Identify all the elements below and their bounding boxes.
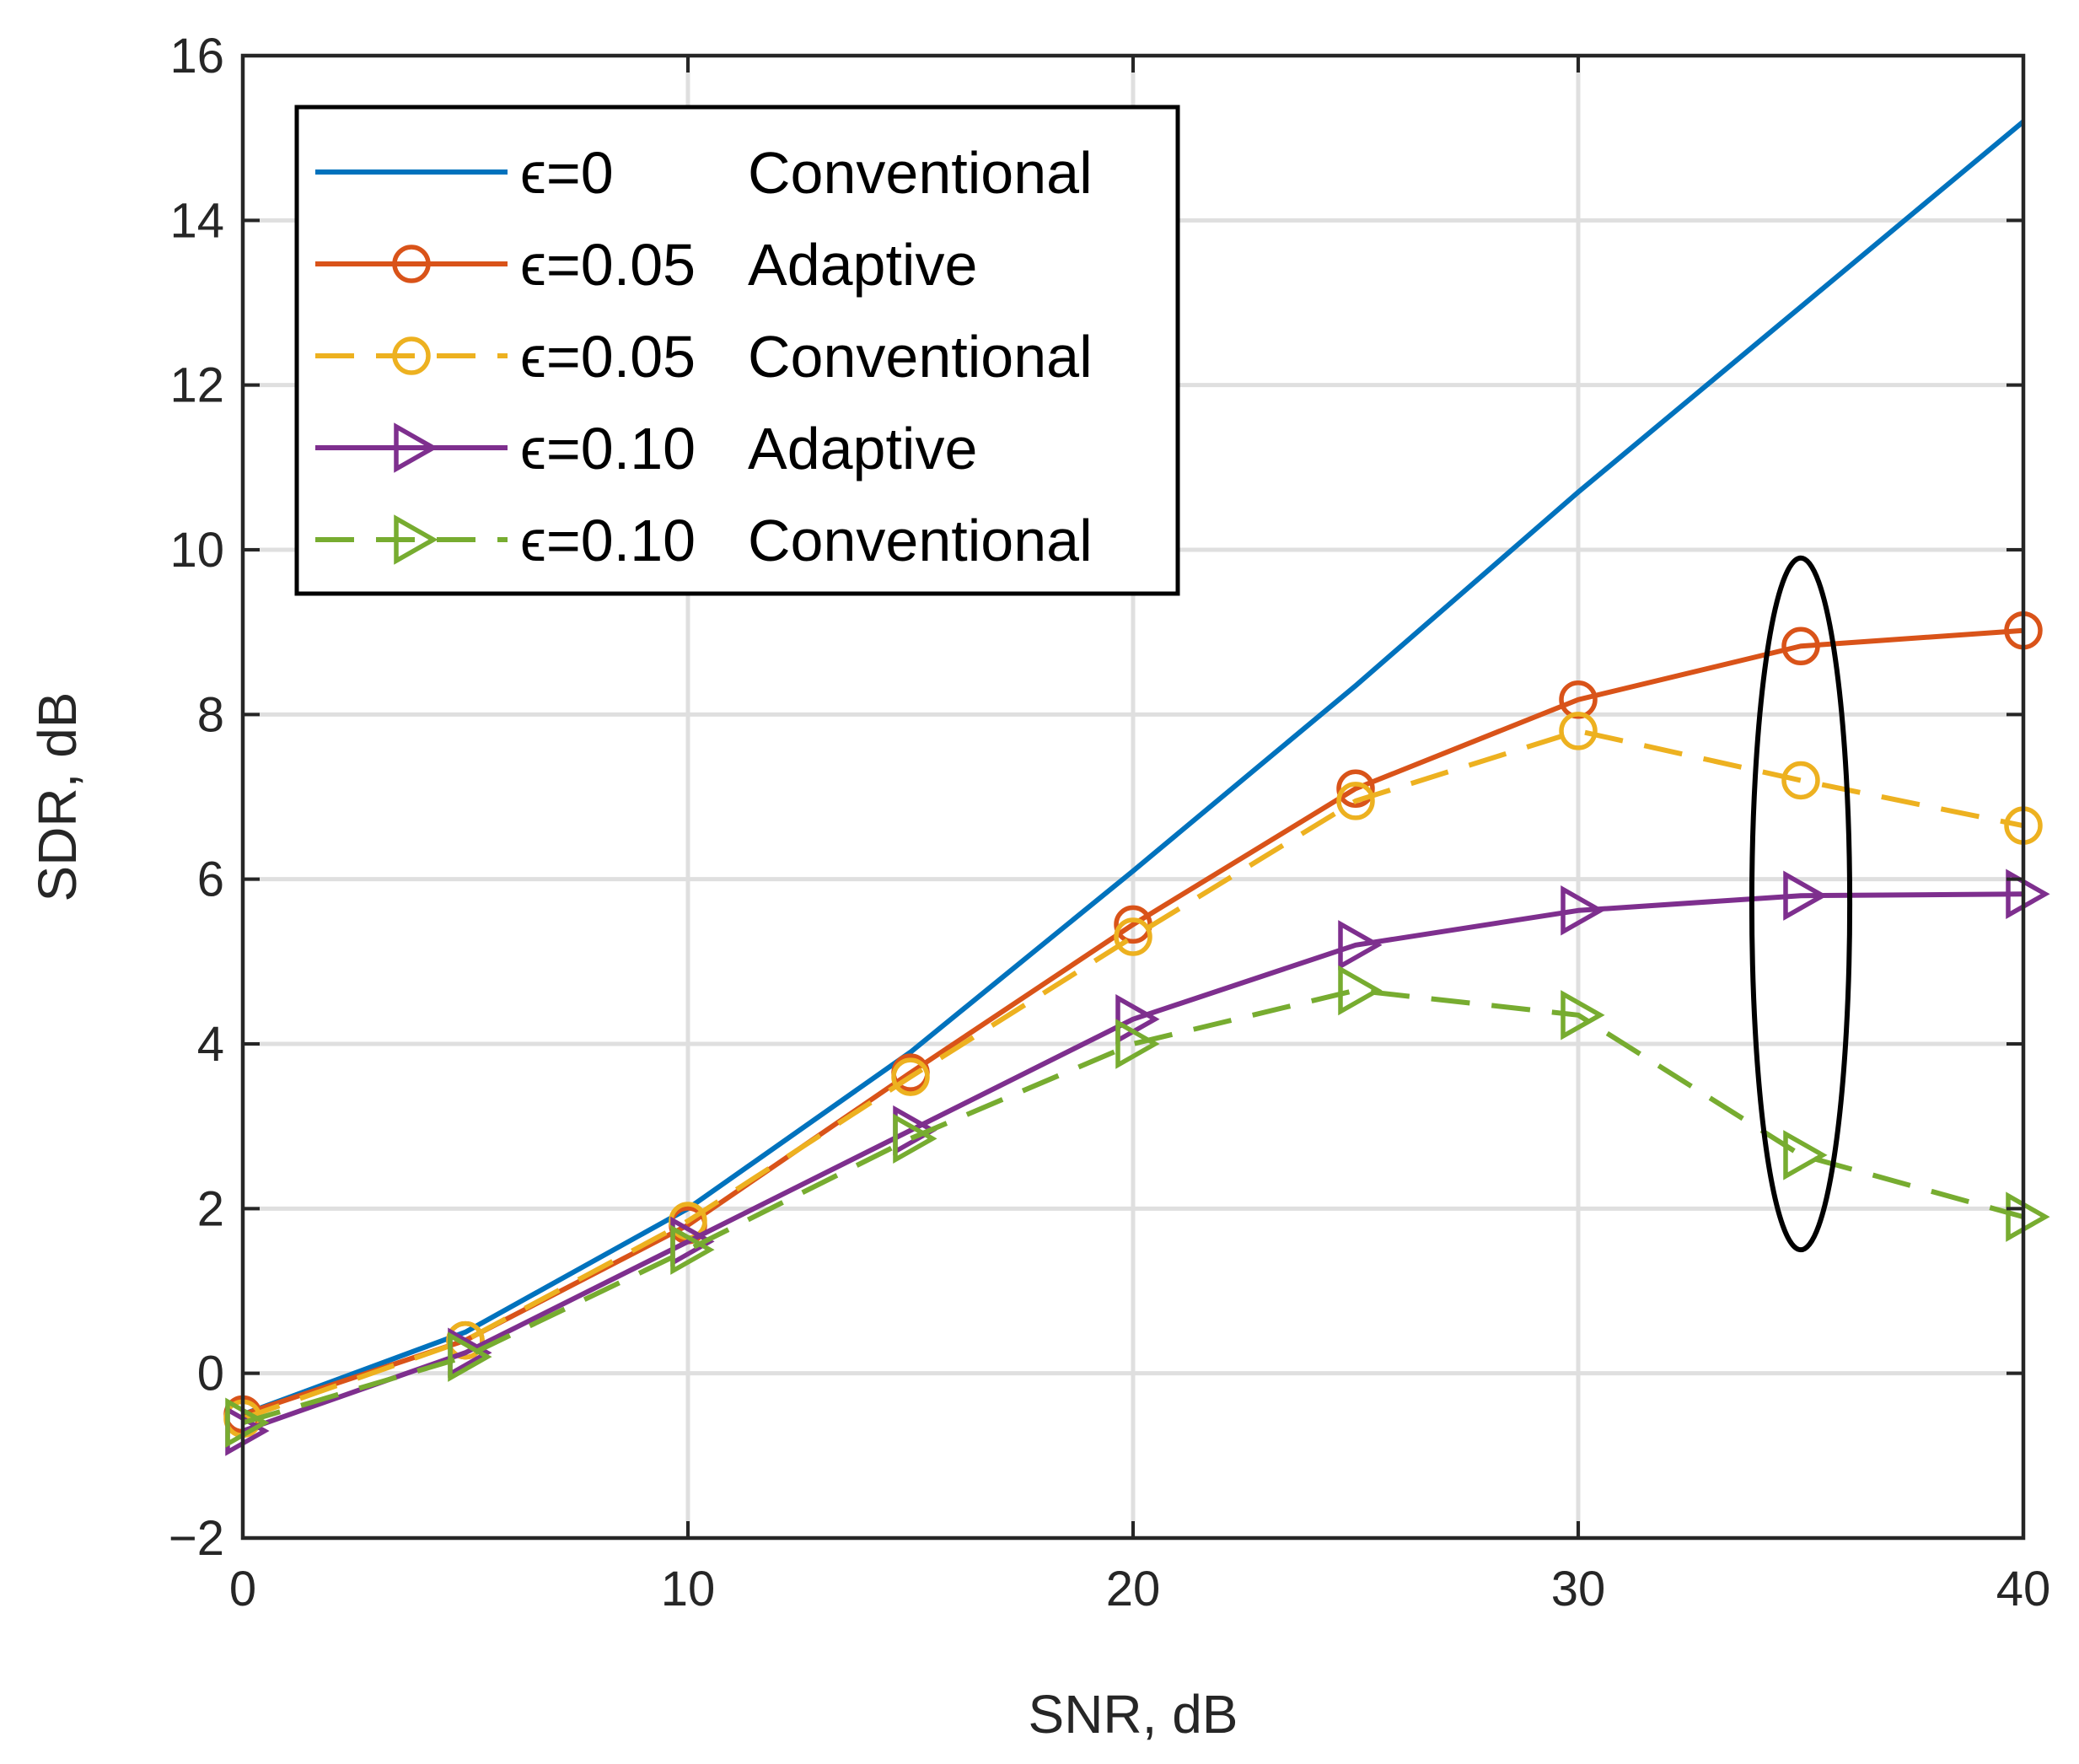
series-line bbox=[241, 119, 2025, 1417]
y-tick-label: 0 bbox=[197, 1347, 224, 1401]
legend-marker bbox=[394, 422, 438, 473]
data-point bbox=[1559, 680, 1598, 719]
data-point bbox=[1561, 990, 1605, 1041]
x-tick-label: 10 bbox=[661, 1562, 716, 1616]
data-point bbox=[1115, 993, 1160, 1045]
x-tick-label: 30 bbox=[1551, 1562, 1606, 1616]
legend-label-epsilon: ϵ=0 bbox=[520, 140, 614, 206]
legend-label-method: Conventional bbox=[748, 140, 1093, 206]
data-point bbox=[2006, 1191, 2050, 1242]
x-tick-label: 20 bbox=[1106, 1562, 1161, 1616]
legend-entry-2: ϵ=0.05 Conventional bbox=[315, 324, 1093, 390]
legend-label-epsilon: ϵ=0.05 bbox=[520, 232, 696, 298]
legend-entry-0: ϵ=0 Conventional bbox=[315, 140, 1093, 206]
y-tick-label: 10 bbox=[169, 523, 224, 578]
y-tick-label: 14 bbox=[169, 193, 224, 248]
data-point bbox=[448, 1331, 492, 1382]
legend-label-method: Adaptive bbox=[748, 232, 977, 298]
data-point bbox=[1338, 920, 1383, 971]
y-tick-label: 8 bbox=[197, 687, 224, 742]
legend-marker bbox=[392, 336, 431, 375]
y-tick-label: 6 bbox=[197, 852, 224, 907]
data-point bbox=[1783, 1130, 1828, 1180]
annotations bbox=[1749, 555, 1853, 1253]
x-tick-label: 0 bbox=[229, 1562, 256, 1616]
y-tick-label: 4 bbox=[197, 1017, 224, 1072]
legend-entry-3: ϵ=0.10 Adaptive bbox=[315, 416, 977, 481]
y-axis-label: SDR, dB bbox=[27, 692, 88, 902]
data-point bbox=[2006, 869, 2050, 919]
annotation-ellipse bbox=[1749, 555, 1853, 1253]
legend-entry-1: ϵ=0.05 Adaptive bbox=[315, 232, 977, 298]
x-tick-label: 40 bbox=[1996, 1562, 2051, 1616]
series-line bbox=[242, 891, 2024, 1433]
data-point bbox=[1559, 712, 1598, 750]
data-point bbox=[1781, 761, 1820, 800]
series-4 bbox=[225, 965, 2050, 1448]
legend-label-epsilon: ϵ=0.10 bbox=[520, 416, 696, 481]
legend: ϵ=0 Conventional ϵ=0.05 Adaptive ϵ=0.05 Conve… bbox=[294, 105, 1180, 596]
data-point bbox=[225, 1397, 270, 1448]
data-point bbox=[1336, 769, 1375, 808]
data-point bbox=[893, 1113, 937, 1164]
y-tick-label: 12 bbox=[169, 358, 224, 413]
legend-marker bbox=[394, 514, 438, 565]
data-point bbox=[1561, 885, 1605, 936]
legend-label-epsilon: ϵ=0.05 bbox=[520, 324, 696, 390]
data-point bbox=[1783, 870, 1828, 921]
y-tick-label: −2 bbox=[169, 1511, 224, 1566]
x-axis-label: SNR, dB bbox=[1029, 1684, 1238, 1745]
y-tick-label: 16 bbox=[169, 29, 224, 83]
data-point bbox=[891, 1057, 930, 1096]
data-point bbox=[1781, 627, 1820, 666]
series-line bbox=[242, 728, 2024, 1422]
legend-marker bbox=[392, 245, 431, 283]
data-point bbox=[1338, 965, 1383, 1016]
data-point bbox=[670, 1224, 715, 1275]
legend-label-method: Adaptive bbox=[748, 416, 977, 481]
series-line bbox=[242, 987, 2024, 1426]
legend-label-method: Conventional bbox=[748, 508, 1093, 573]
data-point bbox=[1114, 917, 1152, 956]
data-point bbox=[1336, 782, 1375, 820]
legend-box bbox=[294, 105, 1180, 596]
legend-label-epsilon: ϵ=0.10 bbox=[520, 508, 696, 573]
data-series bbox=[223, 119, 2050, 1456]
legend-entry-4: ϵ=0.10 Conventional bbox=[315, 508, 1093, 573]
data-point bbox=[1115, 1019, 1160, 1069]
y-tick-label: 2 bbox=[197, 1181, 224, 1236]
series-0 bbox=[241, 119, 2025, 1417]
legend-label-method: Conventional bbox=[748, 324, 1093, 390]
